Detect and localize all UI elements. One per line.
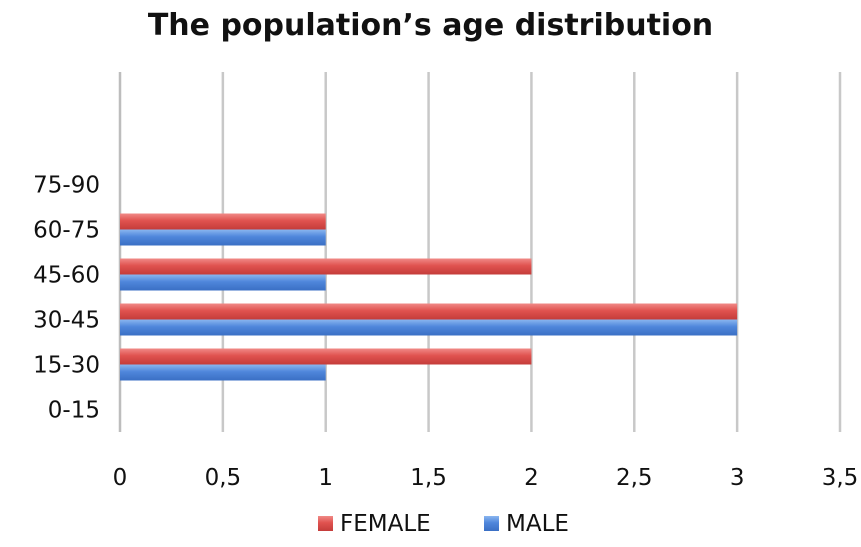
y-tick-label: 15-30 <box>33 353 100 379</box>
bar-male-60-75 <box>120 229 326 246</box>
x-tick-label: 3 <box>730 465 745 491</box>
bar-female-45-60 <box>120 258 532 275</box>
bar-male-45-60 <box>120 274 326 291</box>
bar-male-30-45 <box>120 319 738 336</box>
x-tick-label: 0,5 <box>205 465 242 491</box>
y-tick-label: 45-60 <box>33 263 100 289</box>
y-tick-label: 60-75 <box>33 218 100 244</box>
x-tick-label: 2,5 <box>616 465 653 491</box>
bar-female-30-45 <box>120 303 738 320</box>
legend-label-male: MALE <box>506 511 569 537</box>
bar-male-15-30 <box>120 364 326 381</box>
x-tick-label: 1 <box>318 465 333 491</box>
y-tick-label: 0-15 <box>48 398 100 424</box>
chart-title: The population’s age distribution <box>147 8 714 43</box>
y-tick-label: 30-45 <box>33 308 100 334</box>
bar-female-15-30 <box>120 348 532 365</box>
legend-swatch-female <box>318 516 333 531</box>
legend-label-female: FEMALE <box>340 511 431 537</box>
x-tick-label: 3,5 <box>822 465 859 491</box>
x-tick-label: 1,5 <box>410 465 447 491</box>
x-tick-label: 2 <box>524 465 539 491</box>
x-tick-label: 0 <box>113 465 128 491</box>
legend-swatch-male <box>484 516 499 531</box>
bar-female-60-75 <box>120 213 326 230</box>
y-tick-label: 75-90 <box>33 173 100 199</box>
